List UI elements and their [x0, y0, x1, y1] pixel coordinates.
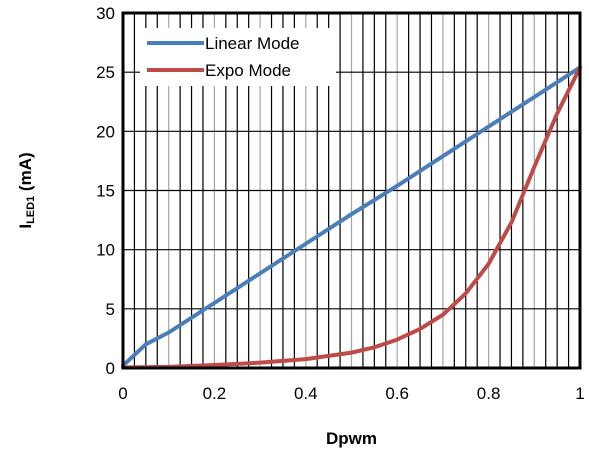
- x-tick-label: 0: [118, 384, 127, 403]
- legend-label-linear-mode: Linear Mode: [205, 34, 300, 53]
- y-axis-title-main: I: [16, 224, 35, 229]
- series-line-linear-mode: [121, 65, 582, 368]
- series-line-expo-mode: [121, 65, 582, 370]
- y-tick-label: 0: [106, 359, 115, 378]
- x-axis-title: Dpwm: [326, 429, 377, 448]
- x-tick-label: 0.2: [203, 384, 227, 403]
- y-tick-label: 5: [106, 300, 115, 319]
- legend: Linear Mode Expo Mode: [140, 28, 336, 86]
- x-tick-label: 0.6: [385, 384, 409, 403]
- y-tick-label: 30: [96, 4, 115, 23]
- legend-background: [140, 28, 336, 86]
- plot-frame: [121, 11, 582, 370]
- y-tick-label: 20: [96, 122, 115, 141]
- x-tick-label: 0.8: [477, 384, 501, 403]
- y-axis-title: ILED1 (mA): [16, 152, 37, 228]
- y-axis-title-subscript: LED1: [25, 196, 37, 224]
- series-lines: [121, 65, 582, 370]
- y-tick-label: 15: [96, 182, 115, 201]
- y-tick-label: 10: [96, 241, 115, 260]
- legend-label-expo-mode: Expo Mode: [205, 61, 291, 80]
- x-tick-label: 0.4: [294, 384, 318, 403]
- x-tick-label: 1: [575, 384, 584, 403]
- y-axis-title-unit: (mA): [16, 152, 35, 195]
- y-tick-label: 25: [96, 63, 115, 82]
